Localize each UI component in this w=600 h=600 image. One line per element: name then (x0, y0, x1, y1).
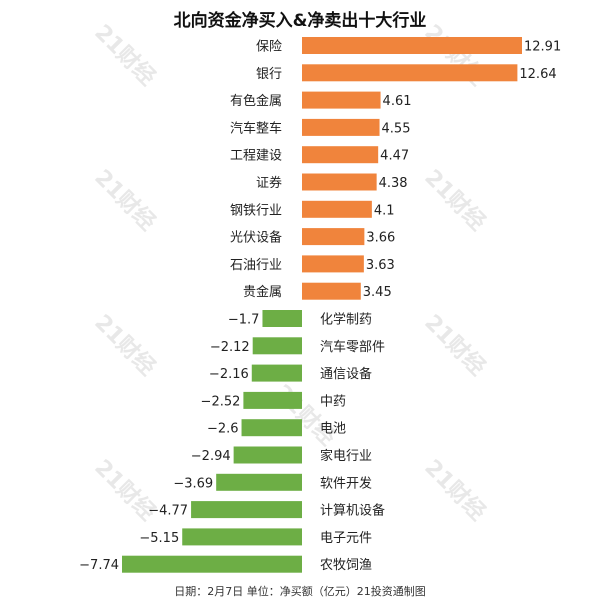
category-label: 有色金属 (230, 93, 282, 109)
watermark-text: 21财经 (89, 309, 160, 380)
value-label: 3.45 (363, 285, 392, 300)
watermark-text: 21财经 (89, 164, 160, 235)
bar-11 (262, 310, 302, 327)
bar-13 (251, 364, 302, 382)
value-label: 12.64 (519, 67, 556, 82)
bar-16 (233, 446, 302, 464)
value-label: −2.16 (209, 367, 249, 382)
bar-6 (302, 173, 377, 191)
category-label: 银行 (256, 67, 282, 82)
bar-18 (191, 501, 302, 519)
category-label: 通信设备 (320, 366, 372, 382)
bar-15 (241, 419, 302, 437)
bar-17 (216, 473, 302, 491)
value-label: 4.61 (383, 94, 412, 109)
bar-19 (182, 528, 302, 546)
value-label: −2.12 (210, 340, 250, 355)
category-label: 光伏设备 (230, 230, 282, 246)
value-label: 12.91 (524, 40, 561, 55)
value-label: 4.1 (374, 203, 395, 218)
chart-title: 北向资金净买入&净卖出十大行业 (173, 11, 427, 31)
value-label: 4.55 (382, 121, 411, 136)
value-label: −1.7 (228, 313, 260, 328)
category-label: 计算机设备 (320, 503, 385, 519)
category-label: 证券 (256, 175, 282, 191)
category-label: 保险 (256, 40, 282, 55)
watermark-text: 21财经 (89, 19, 160, 90)
value-label: −2.52 (201, 394, 241, 409)
bar-12 (252, 337, 302, 355)
value-label: −5.15 (139, 531, 179, 546)
category-label: 家电行业 (320, 448, 372, 464)
value-label: −2.6 (207, 422, 239, 437)
footer-note: 日期：2月7日 单位：净买额（亿元）21投资通制图 (174, 585, 426, 598)
category-label: 贵金属 (243, 284, 282, 300)
bar-1 (302, 37, 522, 54)
bar-4 (302, 118, 380, 136)
watermark-text: 21财经 (419, 164, 490, 235)
bar-10 (302, 282, 361, 300)
category-label: 电子元件 (320, 531, 372, 546)
value-label: 3.66 (366, 231, 395, 246)
watermark-text: 21财经 (269, 379, 340, 450)
value-label: 3.63 (366, 258, 395, 273)
bar-9 (302, 255, 364, 273)
watermark-text: 21财经 (419, 309, 490, 380)
category-label: 电池 (320, 422, 346, 437)
category-label: 工程建设 (230, 149, 282, 164)
bar-14 (243, 391, 302, 409)
value-label: −3.69 (173, 476, 213, 491)
bar-7 (302, 200, 372, 218)
watermark-text: 21财经 (419, 454, 490, 525)
bar-3 (302, 91, 381, 109)
bars-layer: 保险 12.91 银行 12.64 有色金属 4.61 汽车整车 4.55 工程建设 4.47 证券… (79, 37, 561, 573)
bar-5 (302, 146, 379, 164)
category-label: 汽车零部件 (320, 339, 385, 355)
category-label: 石油行业 (230, 258, 282, 273)
value-label: −4.77 (148, 504, 188, 519)
bar-20 (122, 555, 302, 573)
value-label: −2.94 (191, 449, 231, 464)
category-label: 中药 (320, 394, 346, 409)
value-label: 4.38 (379, 176, 408, 191)
category-label: 钢铁行业 (230, 203, 282, 218)
bar-2 (302, 64, 518, 82)
value-label: 4.47 (380, 149, 409, 164)
category-label: 软件开发 (320, 475, 372, 491)
category-label: 汽车整车 (230, 120, 282, 136)
value-label: −7.74 (79, 558, 119, 573)
category-label: 农牧饲渔 (320, 558, 372, 573)
bar-8 (302, 228, 365, 246)
category-label: 化学制药 (320, 312, 372, 328)
